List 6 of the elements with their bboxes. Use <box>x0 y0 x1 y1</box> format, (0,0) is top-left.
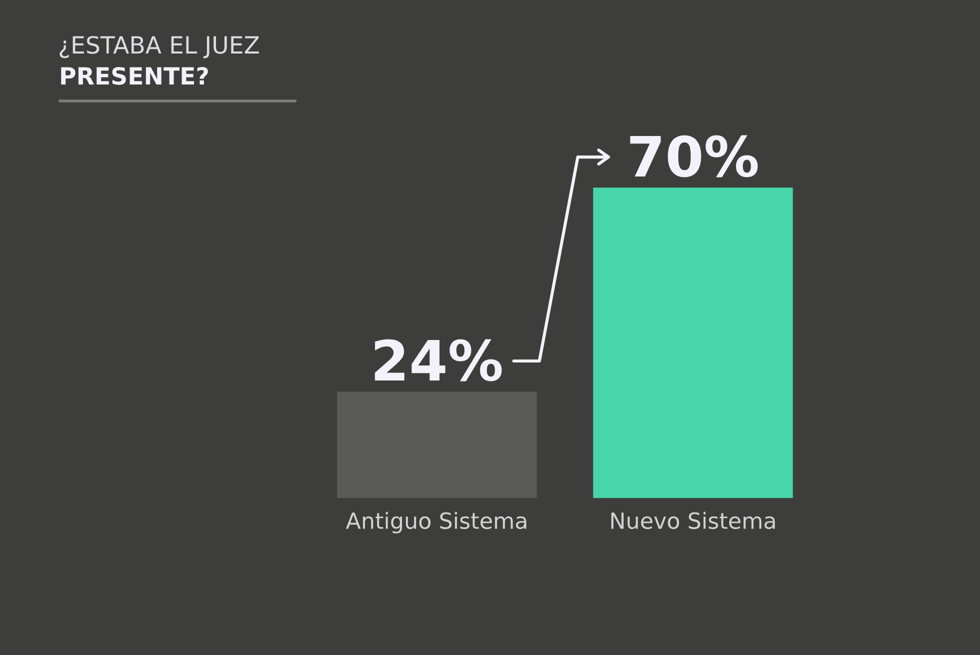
chart-title: ¿ESTABA EL JUEZ <box>60 36 259 58</box>
data-label: 24% <box>374 339 502 382</box>
chart-subtitle: PRESENTE? <box>61 66 208 85</box>
x-tick-label: Nuevo Sistema <box>611 512 775 530</box>
x-tick-label: Antiguo Sistema <box>346 512 526 534</box>
data-label: 70% <box>630 135 758 178</box>
